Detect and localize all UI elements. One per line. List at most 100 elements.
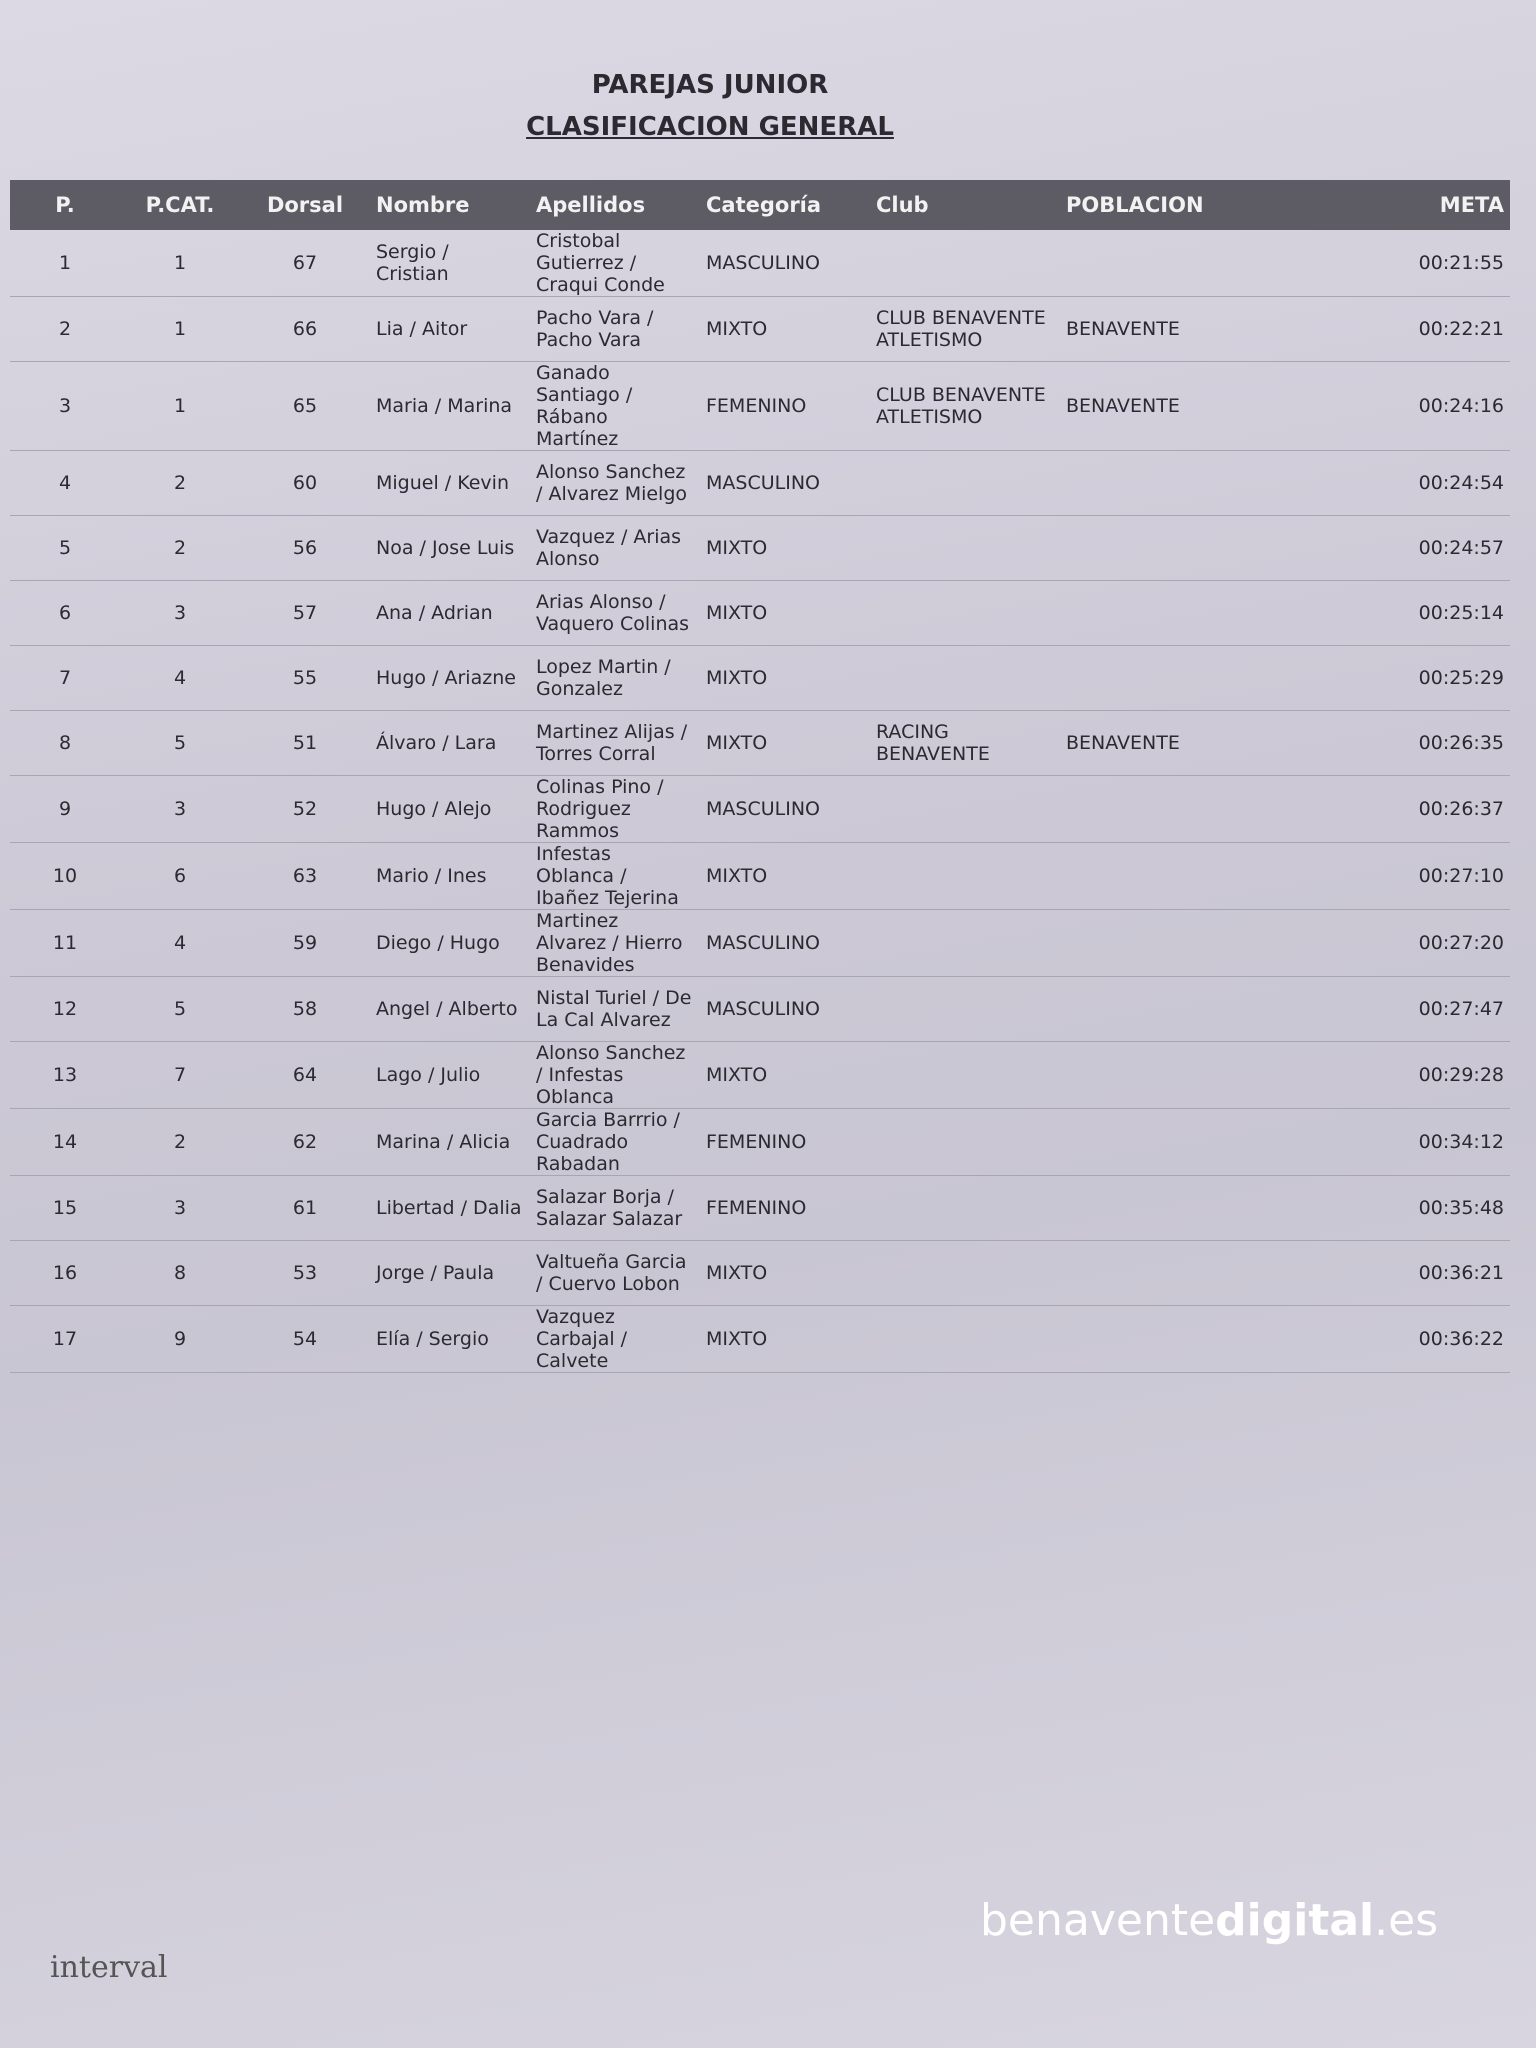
cell: 4 xyxy=(173,932,187,954)
cell: 63 xyxy=(292,865,318,887)
cell: Vazquez / Arias Alonso xyxy=(536,526,682,570)
cell: MIXTO xyxy=(706,318,768,340)
cell: 3 xyxy=(173,798,187,820)
cell: 57 xyxy=(292,602,318,624)
cell: 6 xyxy=(173,865,187,887)
cell: MIXTO xyxy=(706,732,768,754)
cell: 5 xyxy=(173,732,187,754)
cell: Alonso Sanchez / Infestas Oblanca xyxy=(536,1042,686,1108)
cell: Infestas Oblanca / Ibañez Tejerina xyxy=(536,843,679,909)
cell: Hugo / Ariazne xyxy=(376,667,516,689)
cell: 00:24:57 xyxy=(1418,537,1504,559)
cell: Ganado Santiago / Rábano Martínez xyxy=(536,362,633,450)
cell: 00:36:21 xyxy=(1418,1262,1504,1284)
cell: 3 xyxy=(173,602,187,624)
table-row: 16 8 53 Jorge / Paula Valtueña Garcia / Cuer… xyxy=(10,1241,1510,1306)
cell: 8 xyxy=(173,1262,187,1284)
cell: 60 xyxy=(292,472,318,494)
header-cell: Dorsal xyxy=(266,193,344,217)
header-cell: META xyxy=(1439,193,1504,217)
cell: Libertad / Dalia xyxy=(376,1197,522,1219)
cell: Martinez Alijas / Torres Corral xyxy=(536,721,688,765)
cell: 13 xyxy=(52,1064,78,1086)
cell: 00:27:10 xyxy=(1418,865,1504,887)
cell: Elía / Sergio xyxy=(376,1328,489,1350)
cell: Alonso Sanchez / Alvarez Mielgo xyxy=(536,461,688,505)
header-cell: Apellidos xyxy=(536,193,646,217)
cell: Lia / Aitor xyxy=(376,318,468,340)
cell: 2 xyxy=(173,1131,187,1153)
header-cell: Nombre xyxy=(376,193,470,217)
cell: Jorge / Paula xyxy=(376,1262,495,1284)
cell: Cristobal Gutierrez / Craqui Conde xyxy=(536,230,665,296)
cell: 00:26:37 xyxy=(1418,798,1504,820)
cell: 15 xyxy=(52,1197,78,1219)
cell: Martinez Alvarez / Hierro Benavides xyxy=(536,910,683,976)
cell: Sergio / Cristian xyxy=(376,241,449,285)
watermark: benaventedigital.es xyxy=(980,1895,1438,1946)
table-row: 4 2 60 Miguel / Kevin Alonso Sanchez / Alvar… xyxy=(10,451,1510,516)
cell: FEMENINO xyxy=(706,395,807,417)
cell: MASCULINO xyxy=(706,998,820,1020)
cell: Lago / Julio xyxy=(376,1064,481,1086)
table-row: 3 1 65 Maria / Marina Ganado Santiago / Rába… xyxy=(10,362,1510,451)
cell: Mario / Ines xyxy=(376,865,487,887)
cell: 4 xyxy=(173,667,187,689)
cell: 65 xyxy=(292,395,318,417)
cell: 52 xyxy=(292,798,318,820)
cell: 53 xyxy=(292,1262,318,1284)
header-row: P. P.CAT. Dorsal Nombre Apellidos Categoría Cl… xyxy=(10,180,1510,230)
table-row: 10 6 63 Mario / Ines Infestas Oblanca / Ibañ… xyxy=(10,843,1510,910)
cell: 00:27:47 xyxy=(1418,998,1504,1020)
cell: 00:24:16 xyxy=(1418,395,1504,417)
watermark-text: benavente xyxy=(980,1895,1216,1946)
cell: Arias Alonso / Vaquero Colinas xyxy=(536,591,690,635)
cell: 17 xyxy=(52,1328,78,1350)
cell: RACING BENAVENTE xyxy=(876,721,990,765)
cell: 8 xyxy=(58,732,72,754)
cell: MIXTO xyxy=(706,1328,768,1350)
cell: 9 xyxy=(173,1328,187,1350)
table-row: 6 3 57 Ana / Adrian Arias Alonso / Vaquero C… xyxy=(10,581,1510,646)
cell: Hugo / Alejo xyxy=(376,798,492,820)
results-table: P. P.CAT. Dorsal Nombre Apellidos Categoría Cl… xyxy=(10,180,1510,1373)
cell: 16 xyxy=(52,1262,78,1284)
cell: 3 xyxy=(58,395,72,417)
cell: Maria / Marina xyxy=(376,395,513,417)
cell: Garcia Barrrio / Cuadrado Rabadan xyxy=(536,1109,680,1175)
cell: MIXTO xyxy=(706,537,768,559)
cell: 2 xyxy=(58,318,72,340)
table-row: 2 1 66 Lia / Aitor Pacho Vara / Pacho Vara MI… xyxy=(10,297,1510,362)
cell: 59 xyxy=(292,932,318,954)
table-row: 7 4 55 Hugo / Ariazne Lopez Martin / Gonzale… xyxy=(10,646,1510,711)
cell: 1 xyxy=(173,318,187,340)
cell: MIXTO xyxy=(706,865,768,887)
cell: BENAVENTE xyxy=(1066,732,1180,754)
table-row: 5 2 56 Noa / Jose Luis Vazquez / Arias Alons… xyxy=(10,516,1510,581)
cell: 12 xyxy=(52,998,78,1020)
cell: FEMENINO xyxy=(706,1197,807,1219)
cell: 58 xyxy=(292,998,318,1020)
cell: FEMENINO xyxy=(706,1131,807,1153)
cell: Marina / Alicia xyxy=(376,1131,511,1153)
cell: 00:22:21 xyxy=(1418,318,1504,340)
cell: 64 xyxy=(292,1064,318,1086)
cell: 51 xyxy=(292,732,318,754)
cell: 62 xyxy=(292,1131,318,1153)
cell: BENAVENTE xyxy=(1066,318,1180,340)
cell: 00:35:48 xyxy=(1418,1197,1504,1219)
table-row: 17 9 54 Elía / Sergio Vazquez Carbajal / Cal… xyxy=(10,1306,1510,1373)
cell: 00:25:29 xyxy=(1418,667,1504,689)
cell: Pacho Vara / Pacho Vara xyxy=(536,307,654,351)
cell: MASCULINO xyxy=(706,798,820,820)
cell: MASCULINO xyxy=(706,932,820,954)
header-cell: POBLACION xyxy=(1066,193,1204,217)
watermark-text: digital xyxy=(1215,1895,1375,1946)
cell: 56 xyxy=(292,537,318,559)
cell: 5 xyxy=(58,537,72,559)
cell: Angel / Alberto xyxy=(376,998,518,1020)
table-row: 9 3 52 Hugo / Alejo Colinas Pino / Rodriguez… xyxy=(10,776,1510,843)
cell: 5 xyxy=(173,998,187,1020)
table-row: 13 7 64 Lago / Julio Alonso Sanchez / Infest… xyxy=(10,1042,1510,1109)
subtitle: CLASIFICACION GENERAL xyxy=(526,112,894,142)
